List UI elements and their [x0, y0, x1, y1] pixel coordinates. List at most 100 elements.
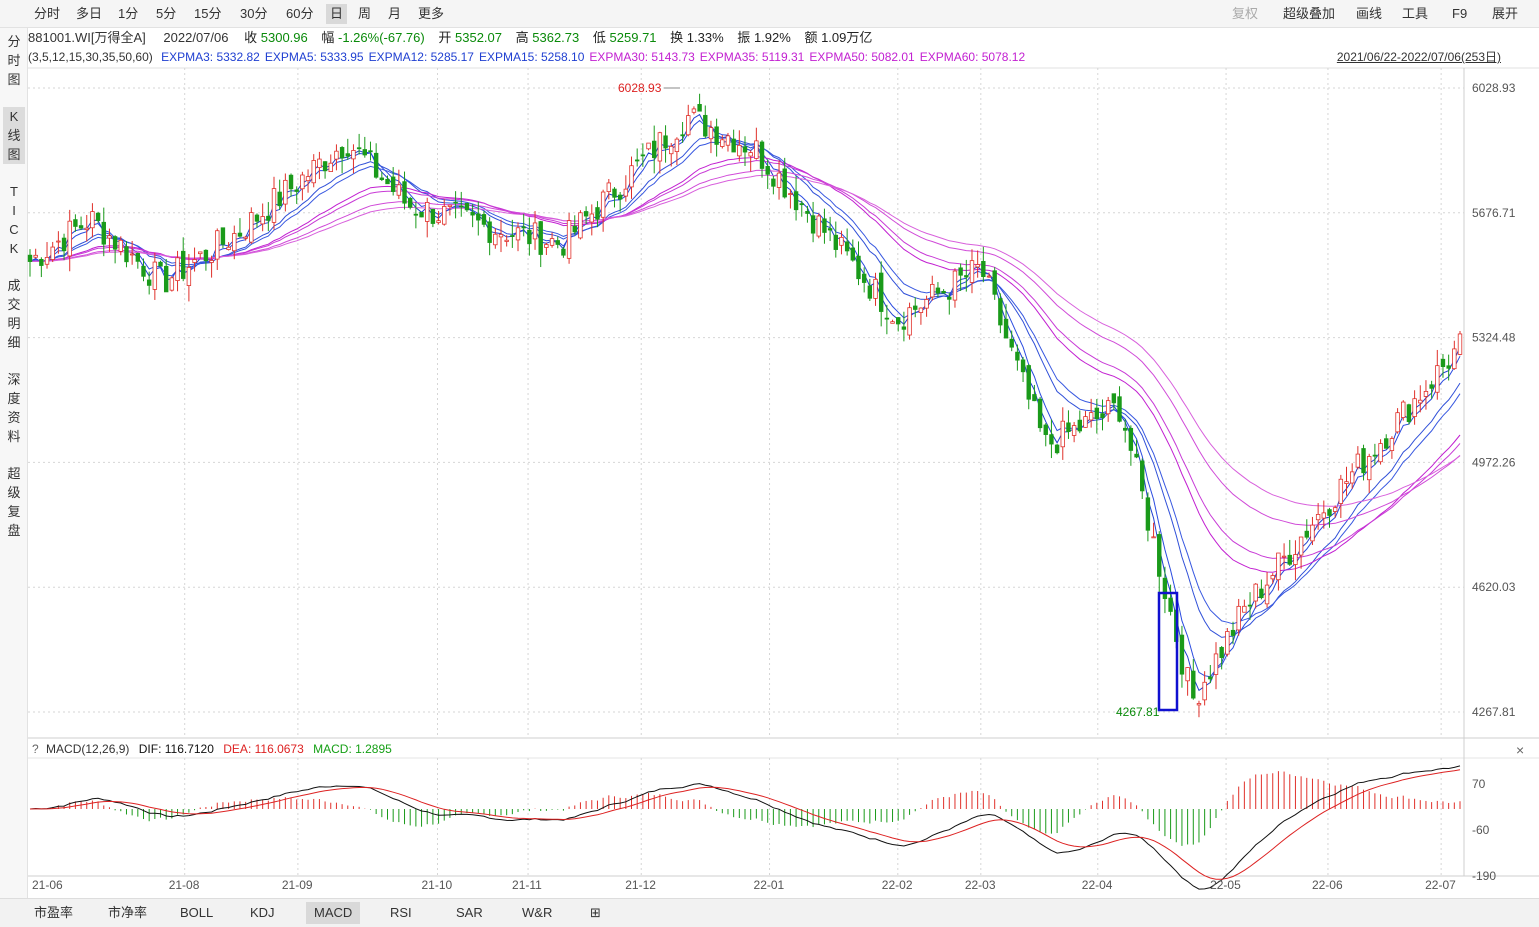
candle-body-175: [1020, 359, 1026, 373]
left-tab-3[interactable]: 成交明细: [7, 278, 21, 350]
period-tab-10[interactable]: 更多: [418, 6, 445, 21]
candle-body-195: [1134, 453, 1139, 458]
candle-body-168: [981, 260, 986, 277]
left-tab-4[interactable]: 深度资料: [7, 372, 21, 444]
candle-body-164: [958, 267, 963, 276]
candle-body-27: [181, 250, 186, 279]
candle-body-233: [1349, 471, 1355, 484]
candle-body-109: [646, 142, 651, 150]
indicator-tab-市盈率[interactable]: 市盈率: [34, 905, 74, 920]
candle-body-97: [578, 212, 583, 239]
left-tab-0[interactable]: 分时图: [7, 34, 21, 87]
candle-body-234: [1355, 453, 1361, 468]
candle-body-171: [998, 298, 1003, 326]
macd-legend: ? MACD(12,26,9) DIF: 116.7120 DEA: 116.0…: [28, 740, 392, 758]
candle-body-247: [1429, 384, 1434, 389]
candle-body-223: [1293, 554, 1298, 565]
candle-body-230: [1332, 507, 1338, 512]
open-label: 开: [438, 30, 452, 45]
date-range[interactable]: 2021/06/22-2022/07/06(253日): [1336, 50, 1501, 64]
toolbar-right-0[interactable]: 复权: [1232, 6, 1259, 21]
y-tick-label-0: 6028.93: [1472, 81, 1516, 95]
period-tab-2[interactable]: 1分: [118, 6, 139, 21]
period-tab-6[interactable]: 60分: [286, 6, 314, 21]
candle-body-11: [90, 211, 95, 229]
candle-body-37: [237, 232, 243, 237]
candle-body-111: [657, 132, 663, 162]
candle-body-39: [249, 212, 254, 243]
candle-body-153: [896, 317, 901, 325]
candle-body-103: [612, 188, 617, 198]
candle-body-4: [50, 246, 55, 260]
candle-body-224: [1298, 536, 1304, 556]
candle-body-125: [737, 144, 742, 157]
x-tick-label-10: 22-05: [1210, 878, 1241, 892]
x-tick-label-11: 22-06: [1312, 878, 1343, 892]
candle-body-134: [788, 193, 793, 195]
candle-body-163: [952, 270, 958, 301]
macd-name[interactable]: MACD(12,26,9): [46, 742, 130, 756]
candle-body-108: [640, 154, 646, 157]
candle-body-94: [561, 248, 566, 256]
candle-body-169: [986, 275, 992, 278]
period-tab-1[interactable]: 多日: [76, 6, 103, 21]
expma-line-50: [29, 169, 1461, 526]
candle-body-141: [827, 228, 833, 231]
candle-body-217: [1259, 588, 1264, 599]
indicator-tab-macd[interactable]: MACD: [306, 902, 361, 924]
period-tab-3[interactable]: 5分: [156, 6, 177, 21]
candle-body-151: [884, 317, 890, 320]
period-tab-8[interactable]: 周: [358, 6, 372, 21]
quote-date: 2022/07/06: [163, 30, 229, 45]
indicator-tab-kdj[interactable]: KDJ: [250, 905, 275, 920]
indicator-tab-w&r[interactable]: W&R: [522, 905, 553, 920]
candle-body-58: [356, 147, 362, 150]
candle-body-235: [1361, 448, 1366, 474]
y-tick-label-1: 5676.71: [1472, 206, 1516, 220]
candle-body-196: [1140, 460, 1145, 492]
candle-body-98: [583, 211, 589, 217]
change-label: 幅: [321, 30, 335, 45]
candle-body-154: [901, 326, 907, 330]
candle-body-66: [402, 181, 407, 204]
indicator-tab-sar[interactable]: SAR: [456, 905, 483, 920]
period-tab-0[interactable]: 分时: [34, 6, 61, 21]
candle-body-53: [328, 162, 333, 172]
indicator-tab-boll[interactable]: BOLL: [180, 905, 214, 920]
candle-body-101: [600, 191, 606, 218]
left-tab-5[interactable]: 超级复盘: [7, 466, 21, 538]
candle-body-155: [907, 307, 912, 336]
toolbar-right-1[interactable]: 超级叠加: [1283, 6, 1336, 21]
candle-body-227: [1315, 514, 1321, 521]
candle-body-20: [141, 265, 146, 277]
add-indicator-icon[interactable]: ⊞: [590, 905, 601, 920]
toolbar-right-4[interactable]: F9: [1452, 6, 1468, 21]
amplitude-label: 振: [737, 30, 751, 45]
candle-body-206: [1196, 703, 1202, 706]
x-tick-label-12: 22-07: [1425, 878, 1456, 892]
period-tab-5[interactable]: 30分: [240, 6, 268, 21]
candle-body-192: [1117, 396, 1122, 422]
candle-body-6: [61, 237, 67, 252]
candle-body-62: [379, 177, 385, 180]
expma-legend: (3,5,12,15,30,35,50,60) EXPMA3: 5332.82 E…: [28, 48, 1025, 66]
candle-body-76: [459, 205, 464, 208]
toolbar-right-3[interactable]: 工具: [1402, 6, 1429, 21]
candle-body-249: [1440, 358, 1446, 368]
candle-body-181: [1054, 444, 1060, 454]
period-tab-4[interactable]: 15分: [194, 6, 222, 21]
candle-body-207: [1202, 681, 1207, 701]
period-tab-9[interactable]: 月: [388, 6, 402, 21]
indicator-tab-市净率[interactable]: 市净率: [108, 905, 148, 920]
toolbar-right-2[interactable]: 画线: [1356, 6, 1383, 21]
candle-body-166: [969, 260, 975, 283]
indicator-tab-rsi[interactable]: RSI: [390, 905, 412, 920]
period-tab-7[interactable]: 日: [326, 4, 348, 24]
macd-help-icon[interactable]: ?: [32, 742, 39, 756]
amount-label: 额: [804, 30, 818, 45]
macd-dea: DEA: 116.0673: [223, 742, 304, 756]
toolbar-right-5[interactable]: 展开: [1492, 6, 1519, 21]
